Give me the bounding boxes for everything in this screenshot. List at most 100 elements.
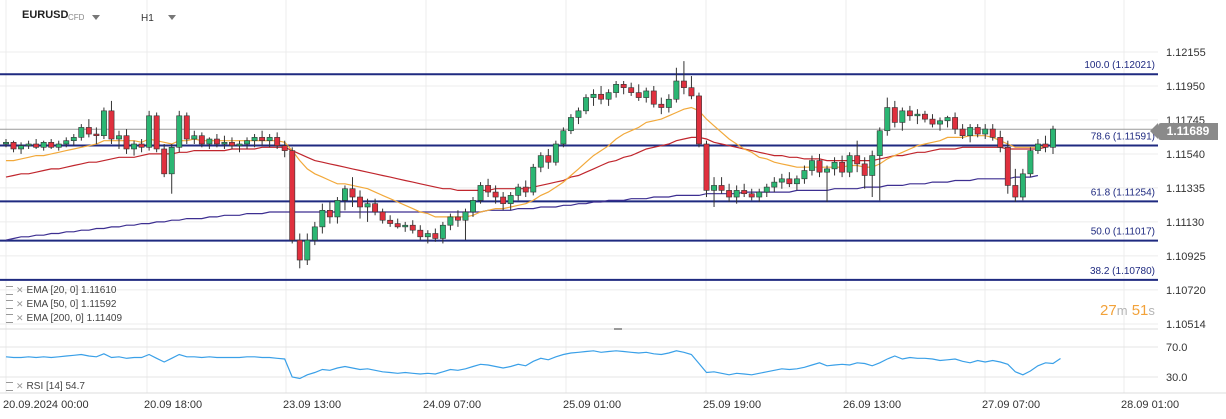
candle-body xyxy=(522,186,529,193)
candle xyxy=(289,147,296,244)
time-tick-label: 20.09.2024 00:00 xyxy=(3,399,89,411)
candle-body xyxy=(914,113,921,117)
indicator-value: 1.11610 xyxy=(81,285,117,296)
fibonacci-levels: 100.0 (1.12021) 78.6 (1.11591) 61.8 (1.112… xyxy=(0,60,1158,281)
candle xyxy=(997,130,1004,153)
candle-body xyxy=(861,163,868,176)
candle xyxy=(470,197,476,217)
candle-body xyxy=(48,142,55,148)
candle-body xyxy=(771,181,778,188)
candle-body xyxy=(1050,128,1056,148)
candle xyxy=(123,129,130,154)
candle xyxy=(560,127,567,148)
timeframe-dropdown-icon[interactable] xyxy=(168,15,176,20)
candle xyxy=(839,155,846,178)
candle xyxy=(424,230,431,244)
candle-body xyxy=(575,110,582,118)
candle xyxy=(816,153,823,178)
candle xyxy=(658,97,665,115)
candle-body xyxy=(311,226,318,241)
candle xyxy=(477,182,484,204)
candle-body xyxy=(748,193,755,198)
candle xyxy=(259,130,266,146)
close-icon[interactable]: ✕ xyxy=(16,313,24,323)
candle-body xyxy=(741,190,748,195)
candle xyxy=(492,185,499,204)
candle xyxy=(982,124,989,140)
candle xyxy=(447,213,454,231)
candle-body xyxy=(221,142,228,145)
candle xyxy=(274,132,281,149)
candle-body xyxy=(85,127,92,135)
candle-body xyxy=(846,155,853,173)
candle xyxy=(55,140,62,151)
candle xyxy=(326,202,333,224)
candle xyxy=(33,139,40,149)
candle-body xyxy=(70,137,77,141)
candle-body xyxy=(236,143,243,146)
candle xyxy=(1042,135,1049,153)
candle-body xyxy=(718,185,725,191)
price-tick-label: 1.11540 xyxy=(1166,149,1205,161)
candle-body xyxy=(809,160,815,171)
candle xyxy=(138,139,145,153)
candle xyxy=(281,140,288,158)
candle xyxy=(937,117,943,131)
candle-body xyxy=(982,128,989,135)
price-tick-label: 1.10925 xyxy=(1166,251,1206,263)
symbol-dropdown-icon[interactable] xyxy=(92,15,100,20)
candle-body xyxy=(432,233,439,239)
timeframe-label[interactable]: H1 xyxy=(141,13,154,24)
candle xyxy=(349,177,356,207)
candle-body xyxy=(635,92,642,98)
candle-body xyxy=(703,143,710,191)
candle-body xyxy=(967,127,974,137)
candle-body xyxy=(1019,173,1026,198)
candle-body xyxy=(869,155,876,176)
price-tick-label: 1.11130 xyxy=(1166,217,1204,229)
candle xyxy=(748,188,755,201)
time-tick-label: 27.09 07:00 xyxy=(982,399,1040,411)
candle-body xyxy=(665,98,672,108)
candle xyxy=(48,139,55,149)
indicator-ema20[interactable]: ✕ EMA [20, 0] 1.11610 xyxy=(6,284,116,296)
candle xyxy=(93,127,100,144)
indicator-label: EMA [20, 0] xyxy=(26,285,79,296)
indicator-ema200[interactable]: ✕ EMA [200, 0] 1.11409 xyxy=(6,312,122,324)
candle xyxy=(168,143,175,194)
candle xyxy=(575,107,582,125)
indicator-rsi[interactable]: ✕ RSI [14] 54.7 xyxy=(6,380,85,392)
close-icon[interactable]: ✕ xyxy=(16,381,24,391)
candle-body xyxy=(620,84,627,88)
candle-body xyxy=(507,195,514,204)
candle xyxy=(899,107,906,131)
symbol-label[interactable]: EURUSD xyxy=(22,9,69,21)
candle xyxy=(545,148,552,169)
candle-body xyxy=(289,150,296,241)
candle-body xyxy=(929,118,936,125)
time-tick-label: 24.09 07:00 xyxy=(423,399,481,411)
candle xyxy=(364,198,371,222)
candle xyxy=(462,208,469,241)
candle-body xyxy=(33,143,40,148)
close-icon[interactable]: ✕ xyxy=(16,285,24,295)
candle-body xyxy=(55,143,62,148)
candle-body xyxy=(711,185,717,191)
candle xyxy=(846,152,853,178)
candle-body xyxy=(854,155,861,165)
candle xyxy=(959,124,966,140)
indicator-ema50[interactable]: ✕ EMA [50, 0] 1.11592 xyxy=(6,298,116,310)
candle-body xyxy=(560,130,567,145)
close-icon[interactable]: ✕ xyxy=(16,299,24,309)
candle-body xyxy=(937,120,943,125)
candle xyxy=(394,218,401,229)
candle-body xyxy=(944,117,951,122)
candle-body xyxy=(357,196,363,208)
candle-body xyxy=(515,186,522,196)
candle xyxy=(70,134,77,146)
candle xyxy=(236,140,243,153)
candle-body xyxy=(756,191,763,198)
candle xyxy=(176,110,183,153)
candle xyxy=(10,140,17,153)
